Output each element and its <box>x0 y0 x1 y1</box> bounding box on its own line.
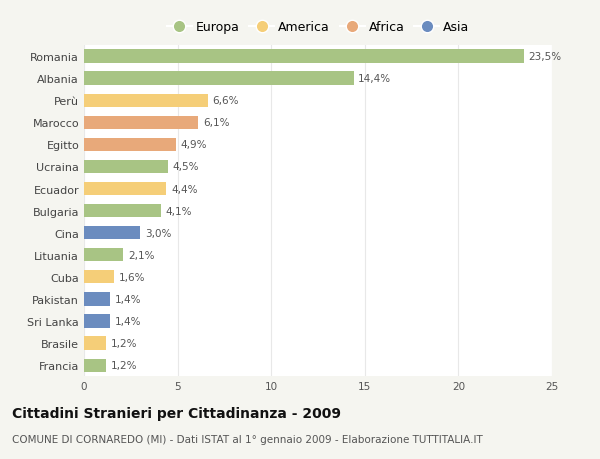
Text: 4,5%: 4,5% <box>173 162 199 172</box>
Bar <box>84 315 110 328</box>
Text: 4,1%: 4,1% <box>166 206 192 216</box>
Text: 4,9%: 4,9% <box>181 140 207 150</box>
Bar <box>84 117 198 129</box>
Bar <box>84 161 168 174</box>
Bar <box>84 249 124 262</box>
Bar <box>84 183 166 196</box>
Bar <box>84 359 106 372</box>
Bar <box>84 139 176 151</box>
Text: 1,2%: 1,2% <box>111 338 137 348</box>
Bar <box>84 205 161 218</box>
Text: 23,5%: 23,5% <box>529 52 562 62</box>
Text: 1,6%: 1,6% <box>119 272 145 282</box>
Bar <box>84 50 524 63</box>
Bar <box>84 95 208 107</box>
Text: 6,6%: 6,6% <box>212 96 239 106</box>
Text: 1,4%: 1,4% <box>115 294 142 304</box>
Bar <box>84 73 353 85</box>
Bar <box>84 227 140 240</box>
Bar <box>84 293 110 306</box>
Text: 14,4%: 14,4% <box>358 74 391 84</box>
Text: 1,2%: 1,2% <box>111 360 137 370</box>
Text: COMUNE DI CORNAREDO (MI) - Dati ISTAT al 1° gennaio 2009 - Elaborazione TUTTITAL: COMUNE DI CORNAREDO (MI) - Dati ISTAT al… <box>12 434 483 444</box>
Text: Cittadini Stranieri per Cittadinanza - 2009: Cittadini Stranieri per Cittadinanza - 2… <box>12 406 341 420</box>
Bar <box>84 337 106 350</box>
Text: 1,4%: 1,4% <box>115 316 142 326</box>
Legend: Europa, America, Africa, Asia: Europa, America, Africa, Asia <box>164 18 472 36</box>
Bar <box>84 271 114 284</box>
Text: 6,1%: 6,1% <box>203 118 229 128</box>
Text: 3,0%: 3,0% <box>145 228 171 238</box>
Text: 2,1%: 2,1% <box>128 250 154 260</box>
Text: 4,4%: 4,4% <box>171 184 197 194</box>
